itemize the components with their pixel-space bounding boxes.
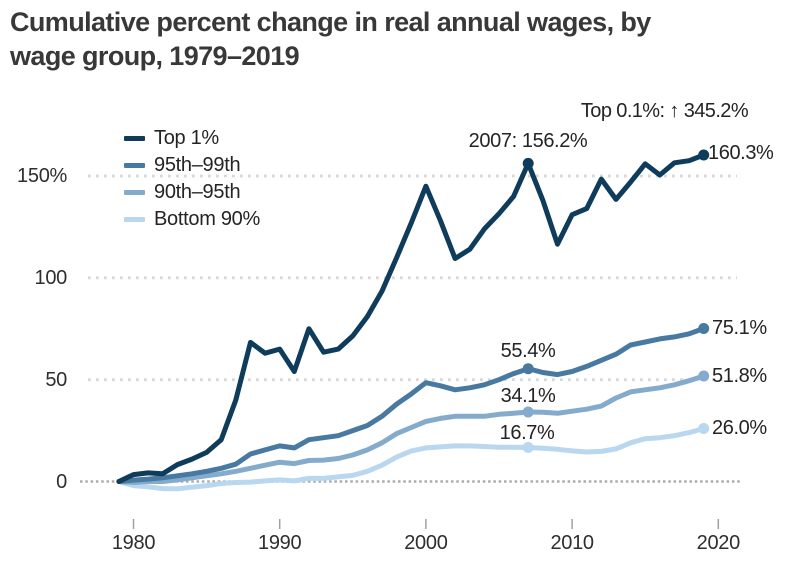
marker-bottom-90-2019: [698, 423, 710, 434]
annotation-end-95th-99th: 75.1%: [712, 317, 767, 339]
legend-swatch-top-1: [124, 136, 145, 141]
annotation-mid-90th-95th: 34.1%: [500, 385, 556, 407]
marker-90th-95th-2007: [522, 406, 534, 418]
marker-bottom-90-2007: [522, 442, 534, 453]
annotation-end-bottom-90: 26.0%: [712, 417, 767, 439]
marker-90th-95th-2019: [698, 370, 710, 382]
legend-item-90th-95th: 90th–95th: [124, 179, 260, 206]
x-axis-label-2010: 2010: [550, 532, 594, 554]
legend-label: 90th–95th: [154, 181, 241, 203]
marker-top-1-2019: [698, 149, 710, 161]
y-axis-label-100: 100: [34, 266, 68, 289]
annotation-mid-95th-99th: 55.4%: [500, 340, 556, 362]
legend-item-bottom-90: Bottom 90%: [124, 206, 260, 233]
legend: Top 1% 95th–99th 90th–95th Bottom 90%: [124, 125, 260, 233]
marker-top-1-2007: [522, 157, 534, 169]
series-lines: [116, 152, 707, 492]
series-line-95th-99th: [116, 326, 707, 484]
y-axis-label-150: 150%: [17, 164, 67, 187]
x-axis-label-2000: 2000: [404, 532, 448, 554]
y-axis-label-0: 0: [56, 470, 67, 493]
legend-item-top-1: Top 1%: [124, 125, 260, 152]
marker-95th-99th-2007: [522, 363, 534, 375]
annotation-top-0-1-note: Top 0.1%: ↑ 345.2%: [580, 100, 749, 122]
legend-swatch-90th-95th: [124, 190, 145, 195]
annotation-end-90th-95th: 51.8%: [712, 365, 767, 387]
x-axis-label-2020: 2020: [696, 532, 741, 554]
legend-swatch-95th-99th: [124, 163, 145, 168]
legend-item-95th-99th: 95th–99th: [124, 152, 260, 179]
x-axis-label-1980: 1980: [111, 532, 156, 554]
series-line-90th-95th: [116, 373, 707, 485]
data-point-markers: [522, 149, 710, 453]
legend-label: 95th–99th: [154, 154, 241, 176]
chart-title: Cumulative percent change in real annual…: [10, 5, 780, 73]
annotation-end-top-1: 160.3%: [708, 142, 774, 164]
annotation-label-2007: 2007: 156.2%: [468, 130, 588, 152]
axis-tick-marks: [132, 519, 720, 529]
gridlines: [80, 174, 740, 483]
chart-title-line-1: Cumulative percent change in real annual…: [10, 7, 651, 37]
legend-label: Bottom 90%: [154, 208, 260, 230]
series-line-top-1: [116, 152, 707, 484]
legend-label: Top 1%: [154, 127, 219, 149]
x-axis-label-1990: 1990: [258, 532, 302, 554]
chart-title-line-2: wage group, 1979–2019: [10, 41, 300, 71]
marker-95th-99th-2019: [698, 323, 710, 334]
legend-swatch-bottom-90: [124, 217, 145, 222]
annotation-mid-bottom-90: 16.7%: [499, 422, 555, 444]
y-axis-label-50: 50: [45, 368, 67, 391]
series-line-bottom-90: [116, 426, 707, 492]
